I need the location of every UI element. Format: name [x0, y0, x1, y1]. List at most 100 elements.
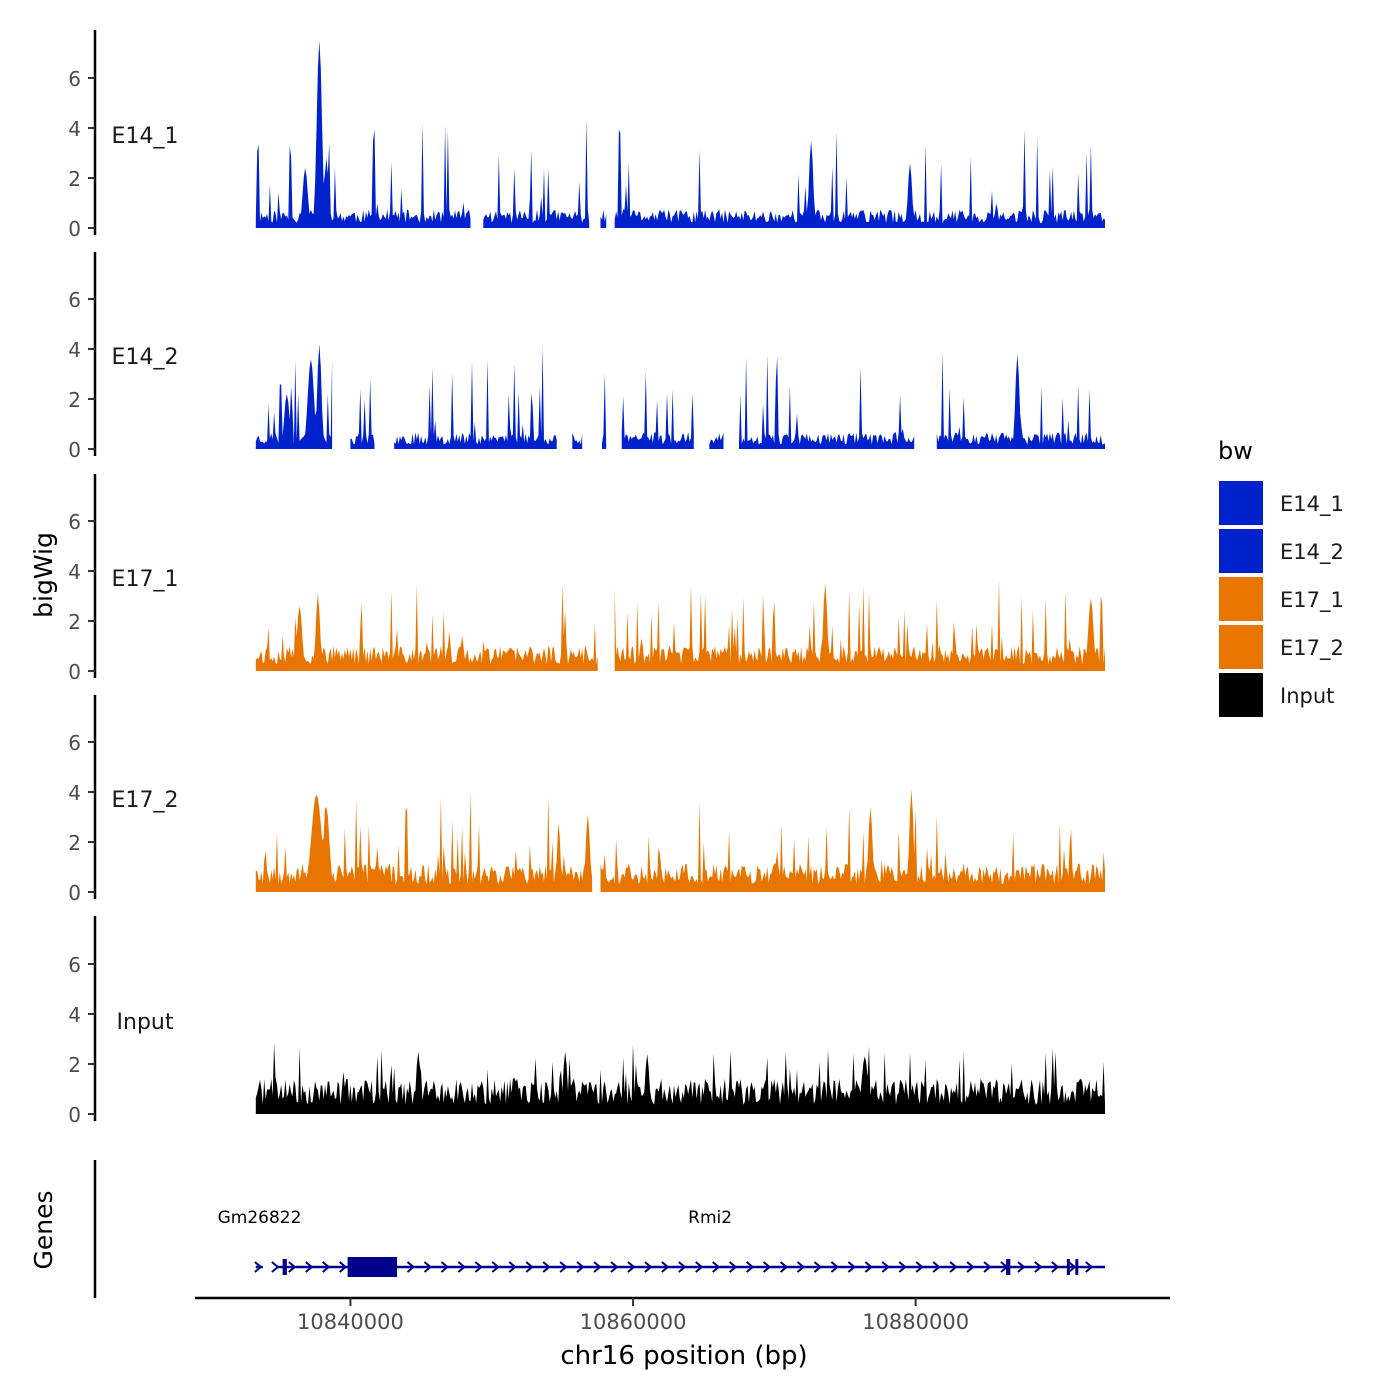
legend-key [1217, 671, 1265, 719]
gene-strand-arrow [1034, 1261, 1043, 1273]
y-tick-label: 0 [68, 1103, 81, 1127]
gene-label: Rmi2 [688, 1208, 732, 1228]
gene-strand-arrow [457, 1261, 466, 1273]
gene-strand-arrow [440, 1261, 449, 1273]
y-tick-label: 6 [68, 67, 81, 91]
gene-strand-arrow [745, 1261, 755, 1273]
gene-strand-arrow [966, 1261, 975, 1273]
gene-strand-arrow [423, 1261, 433, 1273]
y-tick-label: 6 [68, 510, 81, 534]
y-axis-label: bigWig [29, 532, 58, 618]
gene-strand-arrow [847, 1261, 856, 1273]
gene-strand-arrow [627, 1261, 636, 1273]
gene-exon [1066, 1259, 1070, 1275]
gene-exon [1006, 1259, 1011, 1275]
gene-strand-arrow [305, 1261, 314, 1273]
gene-strand-arrow [830, 1261, 839, 1273]
gene-strand-arrow [932, 1261, 941, 1273]
legend: bw E14_1 E14_2 E17_1 E17_2 Input [1217, 437, 1344, 719]
gene-strand-arrow [271, 1261, 280, 1273]
signal-area-e14-1 [255, 40, 1106, 228]
y-tick-label: 4 [68, 781, 81, 805]
gene-strand-arrow [610, 1261, 619, 1273]
legend-label: E14_2 [1280, 540, 1344, 565]
gene-strand-arrow [254, 1261, 263, 1273]
y-tick-label: 2 [68, 831, 81, 855]
y-tick-label: 6 [68, 288, 81, 312]
x-tick-label: 10880000 [862, 1310, 969, 1334]
track-label: E14_2 [112, 345, 179, 370]
legend-label: Input [1280, 684, 1334, 708]
y-tick-label: 0 [68, 660, 81, 684]
x-tick-label: 10860000 [580, 1310, 687, 1334]
x-axis: 10840000 10860000 10880000 [195, 1296, 1170, 1334]
gene-strand-arrow [322, 1261, 331, 1273]
signal-area-e14-2 [255, 344, 1106, 449]
signal-area-input [255, 1043, 1106, 1114]
y-tick-label: 2 [68, 167, 81, 191]
y-tick-label: 2 [68, 610, 81, 634]
y-tick-label: 2 [68, 388, 81, 412]
gene-strand-arrow [1051, 1261, 1060, 1273]
gene-strand-arrow [525, 1261, 534, 1273]
legend-key [1217, 623, 1265, 671]
y-tick-label: 6 [68, 953, 81, 977]
gene-exon [282, 1259, 287, 1275]
gene-strand-arrow [593, 1261, 602, 1273]
track-e14-1: 0 2 4 6 E14_1 [68, 30, 1106, 241]
track-label: E17_2 [112, 788, 179, 813]
y-tick-label: 0 [68, 217, 81, 241]
gene-strand-arrow [695, 1261, 704, 1273]
gene-strand-arrow [339, 1261, 348, 1273]
gene-strand-arrow [576, 1261, 585, 1273]
gene-strand-arrow [1017, 1261, 1026, 1273]
signal-area-e17-2 [255, 789, 1106, 892]
x-tick-label: 10840000 [297, 1310, 404, 1334]
gene-strand-arrow [898, 1261, 907, 1273]
gene-strand-arrow [779, 1261, 789, 1273]
legend-label: E14_1 [1280, 492, 1344, 517]
x-axis-label: chr16 position (bp) [560, 1341, 807, 1371]
gene-strand-arrow [983, 1261, 992, 1273]
track-label: Input [117, 1010, 174, 1035]
gene-strand-arrow [661, 1261, 670, 1273]
track-input: 0 2 4 6 Input [68, 916, 1106, 1127]
gene-exon [1075, 1259, 1079, 1275]
track-e14-2: 0 2 4 6 E14_2 [68, 252, 1106, 462]
y-tick-label: 4 [68, 338, 81, 362]
legend-key [1217, 527, 1265, 575]
track-e17-1: 0 2 4 6 E17_1 [68, 474, 1106, 684]
gene-strand-arrow [508, 1261, 517, 1273]
y-tick-label: 4 [68, 1003, 81, 1027]
track-e17-2: 0 2 4 6 E17_2 [68, 695, 1106, 905]
signal-area-e17-1 [255, 579, 1106, 671]
gene-strand-arrow [542, 1261, 551, 1273]
y-tick-label: 6 [68, 731, 81, 755]
legend-label: E17_1 [1280, 588, 1344, 613]
gene-strand-arrow [881, 1261, 890, 1273]
legend-label: E17_2 [1280, 636, 1344, 661]
legend-title: bw [1218, 437, 1253, 465]
gene-strand-arrow [729, 1261, 738, 1273]
genes-axis-label: Genes [29, 1190, 58, 1269]
gene-strand-arrow [796, 1261, 806, 1273]
gene-strand-arrow [474, 1261, 483, 1273]
y-tick-label: 4 [68, 117, 81, 141]
gene-track-panel: Gm26822 Rmi2 [93, 1160, 1105, 1298]
gene-strand-arrow [406, 1261, 416, 1273]
gene-strand-arrow [915, 1261, 924, 1273]
y-tick-label: 0 [68, 881, 81, 905]
y-tick-label: 2 [68, 1053, 81, 1077]
gene-strand-arrow [559, 1261, 568, 1273]
gene-strand-arrow [1085, 1261, 1094, 1273]
gene-strand-arrow [949, 1261, 958, 1273]
y-tick-label: 4 [68, 560, 81, 584]
track-panels: 0 2 4 6 E14_1 0 2 4 6 E14_2 0 2 4 6 E17_1 0 2 4 6 E17_2 0 2 4 6… [68, 30, 1106, 1127]
gene-strand-arrow [712, 1261, 721, 1273]
gene-strand-arrow [678, 1261, 687, 1273]
gene-strand-arrow [813, 1261, 823, 1273]
legend-key [1217, 575, 1265, 623]
track-label: E14_1 [112, 124, 179, 149]
track-label: E17_1 [112, 567, 179, 592]
